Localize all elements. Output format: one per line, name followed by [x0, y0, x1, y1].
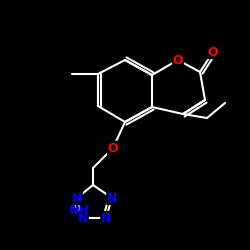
- Text: NH: NH: [68, 204, 89, 216]
- Text: N: N: [107, 192, 117, 204]
- Text: N: N: [72, 192, 82, 204]
- Text: O: O: [108, 142, 118, 154]
- Text: N: N: [101, 212, 111, 224]
- Text: N: N: [78, 212, 88, 224]
- Text: O: O: [173, 54, 183, 66]
- Text: O: O: [208, 46, 218, 59]
